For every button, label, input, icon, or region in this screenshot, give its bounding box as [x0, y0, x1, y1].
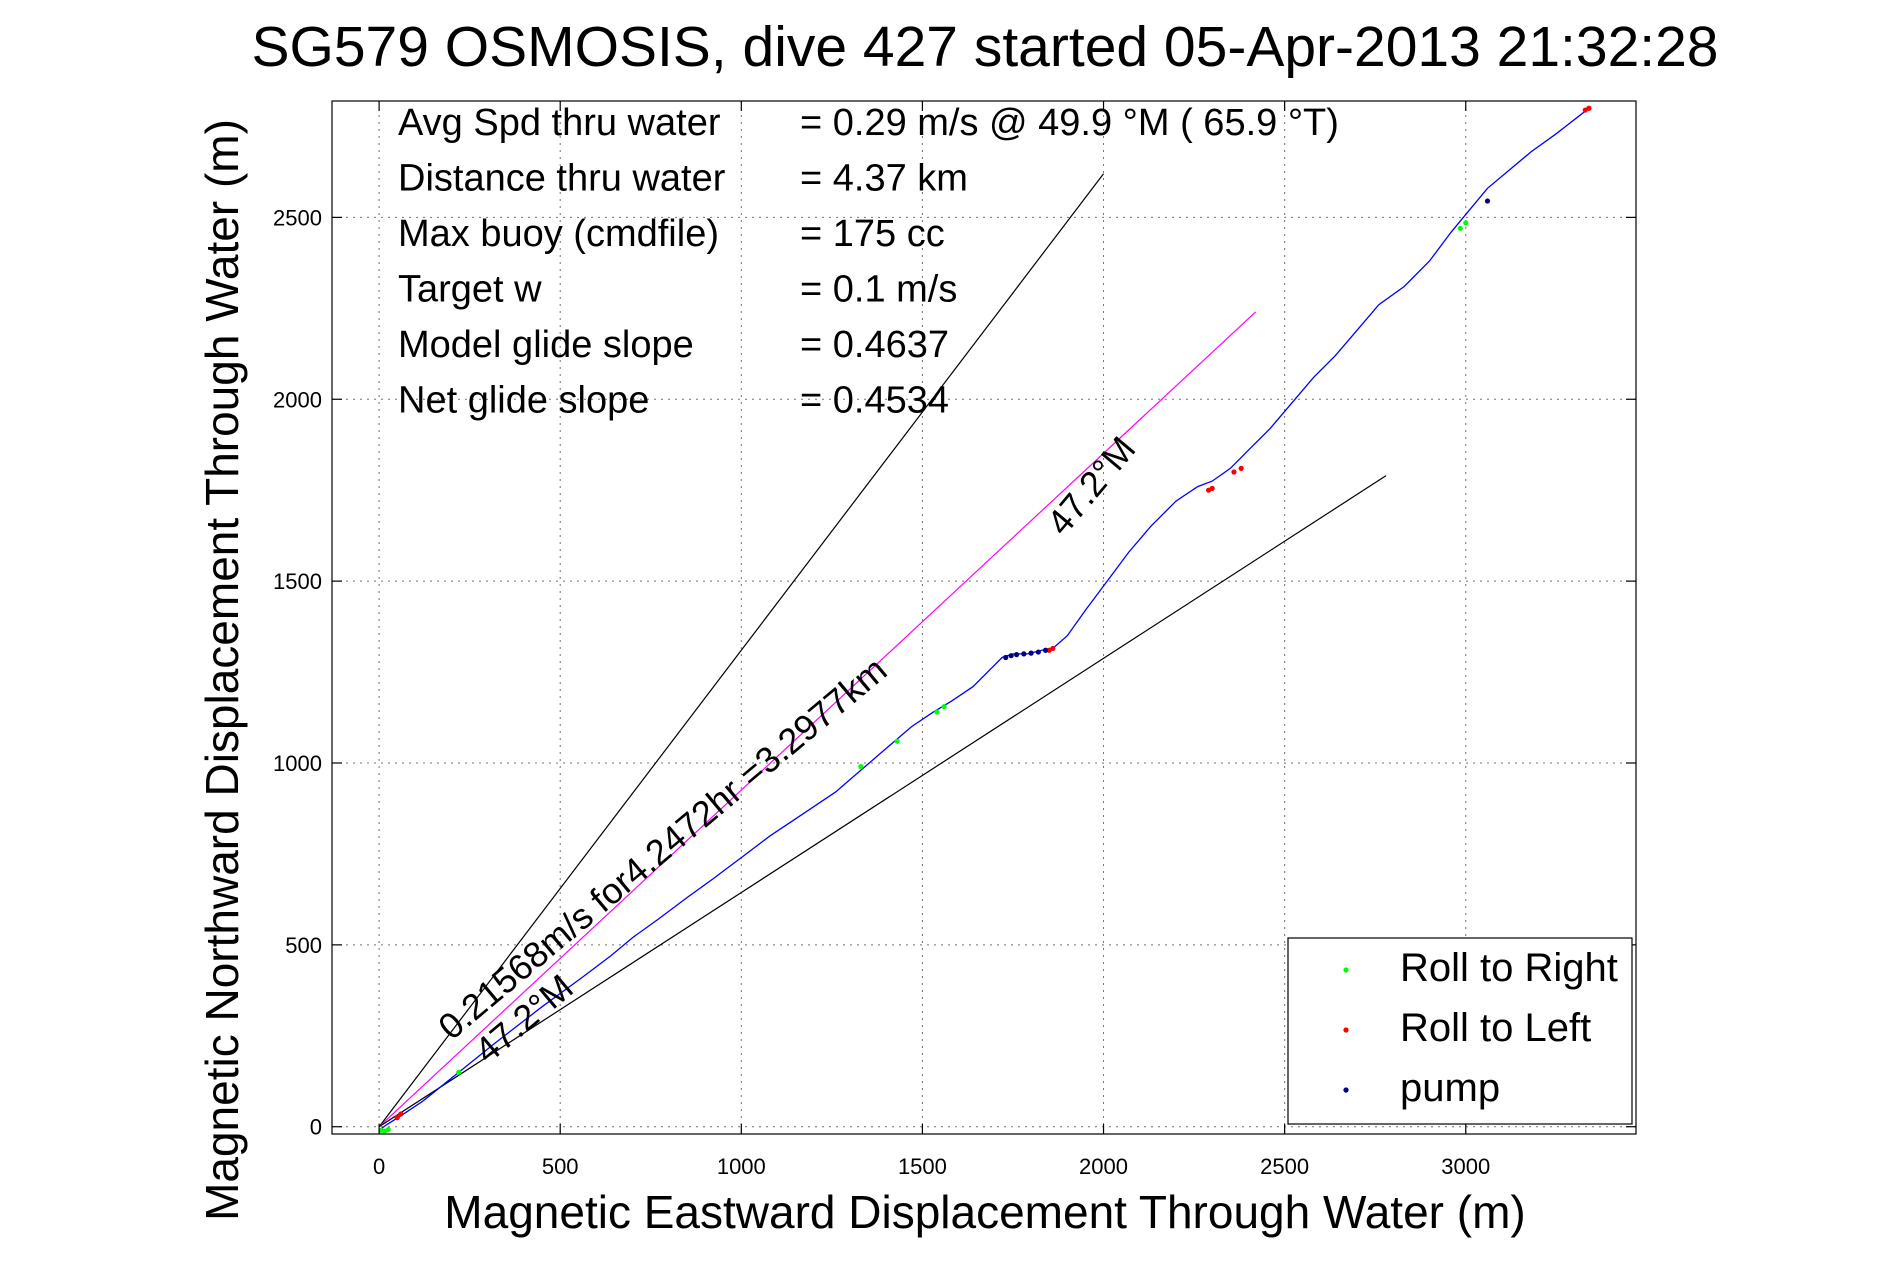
legend: Roll to Right Roll to Left pump [1287, 937, 1633, 1125]
info-text-block: Avg Spd thru water = 0.29 m/s @ 49.9 °M (… [398, 102, 1339, 422]
y-tick-label: 2500 [273, 205, 322, 230]
marker-pump [1042, 647, 1049, 653]
marker-roll-to-right [456, 1069, 462, 1075]
tick-layer: 0 500 1000 1500 2000 2500 3000 0 500 1000 1500 2000… [273, 101, 1636, 1179]
marker-roll-to-left [1209, 485, 1215, 491]
marker-roll-to-left [394, 1115, 400, 1121]
info-value: = 0.29 m/s @ 49.9 °M ( 65.9 °T) [800, 102, 1339, 144]
legend-marker [1343, 1087, 1349, 1093]
marker-pump [1021, 651, 1027, 657]
x-tick-label: 1000 [717, 1154, 766, 1179]
info-label: Target w [398, 269, 542, 311]
marker-roll-to-right [385, 1127, 391, 1133]
legend-entry: Roll to Right [1400, 946, 1618, 990]
marker-pump [1003, 654, 1009, 661]
reference-line-heading-47.2M [378, 311, 1257, 1128]
info-label: Max buoy (cmdfile) [398, 213, 719, 255]
marker-roll-to-right [1463, 220, 1469, 226]
y-tick-label: 2000 [273, 387, 322, 412]
marker-pump [1014, 652, 1020, 658]
chart-title: SG579 OSMOSIS, dive 427 started 05-Apr-2… [251, 15, 1718, 79]
marker-roll-to-right [1457, 225, 1463, 231]
info-label: Avg Spd thru water [398, 102, 721, 144]
marker-roll-to-right [941, 704, 947, 710]
info-value: = 175 cc [800, 213, 945, 255]
x-tick-label: 2500 [1260, 1154, 1309, 1179]
y-tick-label: 500 [285, 933, 322, 958]
marker-pump [1028, 650, 1034, 656]
y-tick-label: 1000 [273, 751, 322, 776]
marker-roll-to-left [1050, 645, 1056, 652]
reference-line-lower-bound [378, 475, 1387, 1128]
info-label: Net glide slope [398, 380, 649, 422]
grid-layer [332, 101, 1636, 1134]
x-tick-label: 500 [542, 1154, 579, 1179]
marker-roll-to-left [1238, 465, 1244, 471]
marker-roll-to-left [1586, 105, 1592, 111]
y-axis-label: Magnetic Northward Displacement Through … [196, 119, 248, 1221]
marker-pump [1484, 198, 1491, 204]
marker-roll-to-right [934, 709, 940, 715]
series-line-track [378, 107, 1590, 1131]
marker-roll-to-right [894, 738, 900, 744]
series-layer [378, 105, 1592, 1134]
reference-line-upper-bound [378, 173, 1105, 1128]
info-value: = 0.1 m/s [800, 269, 957, 311]
x-tick-label: 2000 [1079, 1154, 1128, 1179]
legend-entry: pump [1400, 1066, 1500, 1110]
marker-roll-to-left [398, 1111, 404, 1117]
reference-lines-layer [378, 173, 1387, 1128]
marker-roll-to-left [1231, 469, 1237, 475]
info-label: Model glide slope [398, 324, 694, 366]
legend-entry: Roll to Left [1400, 1006, 1591, 1050]
info-value: = 4.37 km [800, 158, 968, 200]
x-axis-label: Magnetic Eastward Displacement Through W… [444, 1186, 1525, 1238]
marker-pump [1035, 649, 1041, 655]
legend-marker [1343, 967, 1349, 973]
y-tick-label: 0 [310, 1115, 322, 1140]
info-value: = 0.4637 [800, 324, 949, 366]
marker-pump [1008, 653, 1014, 659]
info-label: Distance thru water [398, 158, 726, 200]
y-tick-label: 1500 [273, 569, 322, 594]
plot-frame [331, 100, 1637, 1135]
x-tick-label: 3000 [1441, 1154, 1490, 1179]
info-value: = 0.4534 [800, 380, 949, 422]
legend-marker [1343, 1027, 1349, 1033]
x-tick-label: 1500 [898, 1154, 947, 1179]
marker-roll-to-right [858, 764, 864, 770]
x-tick-label: 0 [373, 1154, 385, 1179]
